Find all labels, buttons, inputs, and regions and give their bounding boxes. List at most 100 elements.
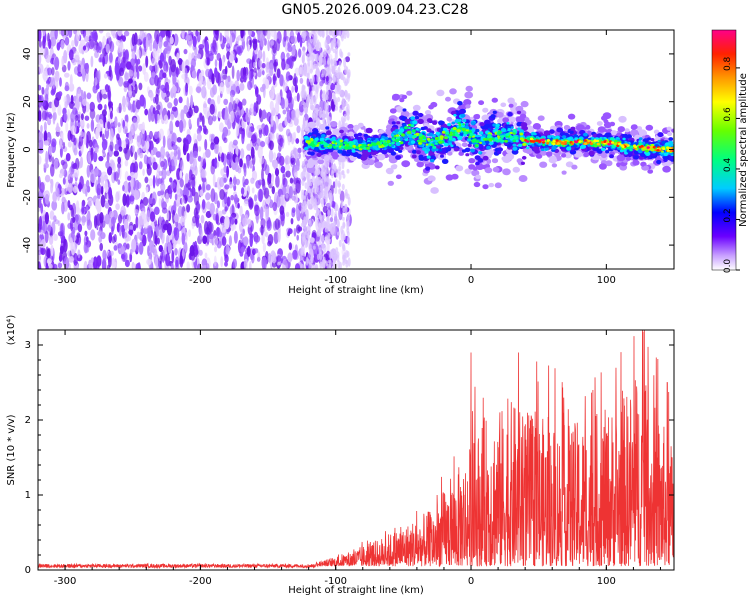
spectrogram-noise-cell (133, 223, 137, 232)
spectrogram-noise-cell (256, 124, 263, 131)
spectrogram-noise-cell (124, 71, 128, 83)
spectrogram-signal-cell (465, 153, 470, 157)
spectrogram-noise-cell (107, 121, 111, 130)
spectrogram-noise-cell (171, 132, 177, 145)
spectrogram-noise-cell (87, 197, 93, 207)
spectrogram-signal-cell (491, 158, 499, 164)
spectrogram-noise-cell (102, 93, 108, 100)
spectrogram-noise-cell (239, 82, 245, 91)
spectrogram-noise-cell (46, 83, 50, 92)
spectrogram-noise-cell (338, 172, 342, 181)
spectrogram-noise-cell (309, 96, 312, 104)
spectrogram-noise-cell (192, 35, 197, 48)
spectrogram-noise-cell (140, 226, 144, 236)
spectrogram-noise-cell (40, 203, 44, 214)
spectrogram-signal-cell (387, 180, 394, 186)
spectrogram-noise-cell (166, 170, 171, 177)
spectrogram-signal-cell (569, 130, 574, 134)
spectrogram-signal-cell (650, 138, 655, 142)
spectrogram-noise-cell (242, 228, 245, 237)
spectrogram-noise-cell (210, 188, 216, 203)
spectrogram-noise-cell (338, 188, 342, 195)
spectrogram-noise-cell (45, 265, 50, 269)
spectrogram-noise-cell (345, 66, 349, 75)
spectrogram-noise-cell (175, 68, 181, 75)
spectrogram-noise-cell (136, 135, 140, 143)
spectrogram-noise-cell (51, 67, 55, 76)
spectrogram-signal-cell (347, 124, 354, 129)
spectrogram-noise-cell (238, 45, 244, 54)
spectrogram-noise-cell (340, 225, 344, 235)
spectrogram-noise-cell (275, 93, 282, 106)
spectrogram-noise-cell (294, 84, 298, 93)
spectrogram-noise-cell (188, 118, 192, 128)
spectrogram-noise-cell (95, 127, 99, 140)
spectrogram-noise-cell (257, 30, 263, 41)
spectrogram-noise-cell (77, 249, 81, 259)
spectrogram-noise-cell (181, 248, 185, 260)
spectrogram-noise-cell (177, 205, 183, 217)
spectrogram-noise-cell (52, 112, 56, 125)
spectrogram-noise-cell (144, 176, 149, 184)
spectrogram-noise-cell (312, 36, 316, 47)
spectrogram-noise-cell (323, 49, 327, 55)
spectrogram-noise-cell (257, 146, 263, 159)
spectrogram-noise-cell (226, 165, 230, 178)
spectrogram-noise-cell (117, 179, 121, 185)
spectrogram-noise-cell (215, 213, 219, 225)
spectrogram-noise-cell (332, 57, 336, 65)
spectrogram-noise-cell (94, 215, 98, 229)
spectrogram-signal-cell (362, 140, 366, 143)
spectrogram-noise-cell (134, 209, 139, 215)
spectrogram-noise-cell (69, 74, 73, 88)
spectrogram-noise-cell (210, 133, 215, 139)
spectrogram-noise-cell (70, 111, 76, 123)
spectrogram-noise-cell (100, 88, 107, 95)
spectrogram-noise-cell (156, 237, 160, 245)
spectrogram-noise-cell (143, 71, 149, 82)
spectrogram-signal-cell (402, 108, 407, 112)
spectrogram-noise-cell (40, 124, 43, 133)
spectrogram-noise-cell (295, 179, 301, 194)
spectrogram-signal-cell (630, 124, 638, 130)
spectrogram-noise-cell (158, 197, 162, 207)
spectrogram-noise-cell (94, 51, 99, 59)
spectrogram-noise-cell (316, 253, 320, 260)
spectrogram-noise-cell (38, 155, 42, 165)
spectrogram-noise-cell (242, 66, 247, 77)
spectrogram-noise-cell (249, 59, 253, 72)
spectrogram-noise-cell (108, 187, 113, 200)
spectrogram-noise-cell (317, 180, 321, 186)
spectrogram-noise-cell (190, 94, 194, 109)
spectrogram-noise-cell (102, 249, 107, 261)
spectrogram-noise-cell (117, 166, 121, 176)
spectrogram-noise-cell (316, 119, 320, 128)
spectrogram-noise-cell (61, 55, 65, 68)
spectrogram-noise-cell (60, 39, 65, 50)
spectrogram-noise-cell (305, 97, 309, 108)
spectrogram-noise-cell (228, 181, 234, 189)
spectrogram-noise-cell (304, 182, 308, 190)
spectrogram-noise-cell (249, 261, 252, 269)
spectrogram-signal-cell (374, 161, 383, 169)
spectrogram-noise-cell (243, 258, 249, 269)
spectrogram-signal-cell (316, 152, 322, 157)
spectrogram-noise-cell (301, 179, 305, 186)
spectrogram-noise-cell (273, 231, 279, 244)
spectrogram-noise-cell (291, 45, 296, 57)
spectrogram-noise-cell (283, 82, 288, 92)
spectrogram-noise-cell (90, 55, 94, 68)
spectrogram-noise-cell (325, 235, 329, 241)
spectrogram-noise-cell (145, 36, 149, 51)
spectrogram-noise-cell (171, 85, 177, 94)
spectrogram-signal-cell (482, 155, 489, 161)
spectrogram-noise-cell (122, 184, 125, 192)
spectrogram-noise-cell (108, 65, 112, 78)
spectrogram-noise-cell (72, 185, 78, 194)
spectrogram-noise-cell (247, 80, 253, 91)
spectrogram-noise-cell (205, 184, 211, 191)
spectrogram-noise-cell (141, 121, 146, 135)
spectrogram-noise-cell (314, 178, 318, 188)
spectrogram-noise-cell (214, 59, 218, 68)
spectrogram-noise-cell (225, 243, 230, 255)
